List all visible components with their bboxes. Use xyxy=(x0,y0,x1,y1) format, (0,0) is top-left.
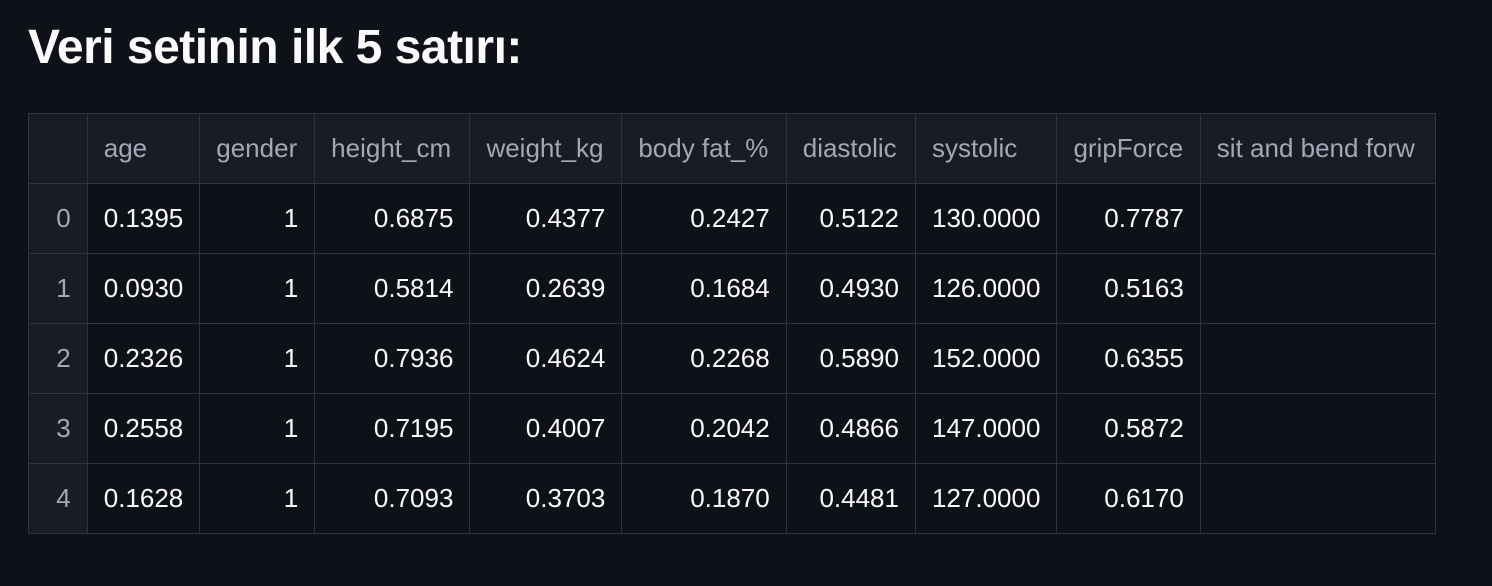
cell-body-fat[interactable]: 0.2427 xyxy=(621,183,787,254)
cell-diastolic[interactable]: 0.4930 xyxy=(785,253,916,324)
cell-body-fat[interactable]: 0.1684 xyxy=(621,253,787,324)
row-index: 3 xyxy=(28,393,88,464)
cell-diastolic[interactable]: 0.4866 xyxy=(785,393,916,464)
dataframe-table[interactable]: age gender height_cm weight_kg body fat_… xyxy=(28,113,1436,539)
cell-diastolic[interactable]: 0.4481 xyxy=(785,463,916,534)
cell-gripforce[interactable]: 0.6170 xyxy=(1056,463,1201,534)
cell-gender[interactable]: 1 xyxy=(199,253,316,324)
row-index: 0 xyxy=(28,183,88,254)
cell-systolic[interactable]: 127.0000 xyxy=(914,463,1058,534)
table-row: 0 0.1395 1 0.6875 0.4377 0.2427 0.5122 1… xyxy=(28,183,1436,254)
cell-systolic[interactable]: 152.0000 xyxy=(914,323,1058,394)
cell-age[interactable]: 0.1628 xyxy=(86,463,201,534)
column-header-index[interactable] xyxy=(28,113,88,184)
cell-weight-kg[interactable]: 0.3703 xyxy=(469,463,623,534)
cell-sit-and-bend[interactable] xyxy=(1199,393,1436,464)
page-title: Veri setinin ilk 5 satırı: xyxy=(28,21,522,74)
cell-height-cm[interactable]: 0.7195 xyxy=(314,393,471,464)
cell-gender[interactable]: 1 xyxy=(199,183,316,254)
row-index: 1 xyxy=(28,253,88,324)
cell-sit-and-bend[interactable] xyxy=(1199,323,1436,394)
cell-diastolic[interactable]: 0.5122 xyxy=(785,183,916,254)
cell-gender[interactable]: 1 xyxy=(199,463,316,534)
table-row: 3 0.2558 1 0.7195 0.4007 0.2042 0.4866 1… xyxy=(28,393,1436,464)
column-header-age[interactable]: age xyxy=(86,113,201,184)
column-header-diastolic[interactable]: diastolic xyxy=(785,113,916,184)
cell-weight-kg[interactable]: 0.2639 xyxy=(469,253,623,324)
cell-age[interactable]: 0.2326 xyxy=(86,323,201,394)
cell-diastolic[interactable]: 0.5890 xyxy=(785,323,916,394)
column-header-gripforce[interactable]: gripForce xyxy=(1056,113,1201,184)
cell-systolic[interactable]: 126.0000 xyxy=(914,253,1058,324)
cell-weight-kg[interactable]: 0.4377 xyxy=(469,183,623,254)
cell-gender[interactable]: 1 xyxy=(199,393,316,464)
cell-body-fat[interactable]: 0.2268 xyxy=(621,323,787,394)
cell-body-fat[interactable]: 0.1870 xyxy=(621,463,787,534)
table-header-row: age gender height_cm weight_kg body fat_… xyxy=(28,113,1436,184)
cell-systolic[interactable]: 147.0000 xyxy=(914,393,1058,464)
cell-gripforce[interactable]: 0.6355 xyxy=(1056,323,1201,394)
row-index: 2 xyxy=(28,323,88,394)
row-index: 4 xyxy=(28,463,88,534)
table-row: 4 0.1628 1 0.7093 0.3703 0.1870 0.4481 1… xyxy=(28,463,1436,534)
cell-age[interactable]: 0.0930 xyxy=(86,253,201,324)
column-header-sit-and-bend-forward[interactable]: sit and bend forw xyxy=(1199,113,1436,184)
cell-sit-and-bend[interactable] xyxy=(1199,463,1436,534)
table-row: 2 0.2326 1 0.7936 0.4624 0.2268 0.5890 1… xyxy=(28,323,1436,394)
cell-height-cm[interactable]: 0.7936 xyxy=(314,323,471,394)
column-header-weight-kg[interactable]: weight_kg xyxy=(469,113,623,184)
cell-gripforce[interactable]: 0.5872 xyxy=(1056,393,1201,464)
column-header-body-fat[interactable]: body fat_% xyxy=(621,113,787,184)
cell-gripforce[interactable]: 0.7787 xyxy=(1056,183,1201,254)
column-header-systolic[interactable]: systolic xyxy=(914,113,1058,184)
column-header-gender[interactable]: gender xyxy=(199,113,316,184)
cell-gender[interactable]: 1 xyxy=(199,323,316,394)
cell-sit-and-bend[interactable] xyxy=(1199,253,1436,324)
cell-body-fat[interactable]: 0.2042 xyxy=(621,393,787,464)
cell-age[interactable]: 0.1395 xyxy=(86,183,201,254)
cell-height-cm[interactable]: 0.5814 xyxy=(314,253,471,324)
cell-height-cm[interactable]: 0.6875 xyxy=(314,183,471,254)
column-header-height-cm[interactable]: height_cm xyxy=(314,113,471,184)
table-row: 1 0.0930 1 0.5814 0.2639 0.1684 0.4930 1… xyxy=(28,253,1436,324)
cell-age[interactable]: 0.2558 xyxy=(86,393,201,464)
data-table: age gender height_cm weight_kg body fat_… xyxy=(28,113,1436,534)
cell-height-cm[interactable]: 0.7093 xyxy=(314,463,471,534)
cell-gripforce[interactable]: 0.5163 xyxy=(1056,253,1201,324)
cell-systolic[interactable]: 130.0000 xyxy=(914,183,1058,254)
cell-weight-kg[interactable]: 0.4624 xyxy=(469,323,623,394)
cell-sit-and-bend[interactable] xyxy=(1199,183,1436,254)
cell-weight-kg[interactable]: 0.4007 xyxy=(469,393,623,464)
